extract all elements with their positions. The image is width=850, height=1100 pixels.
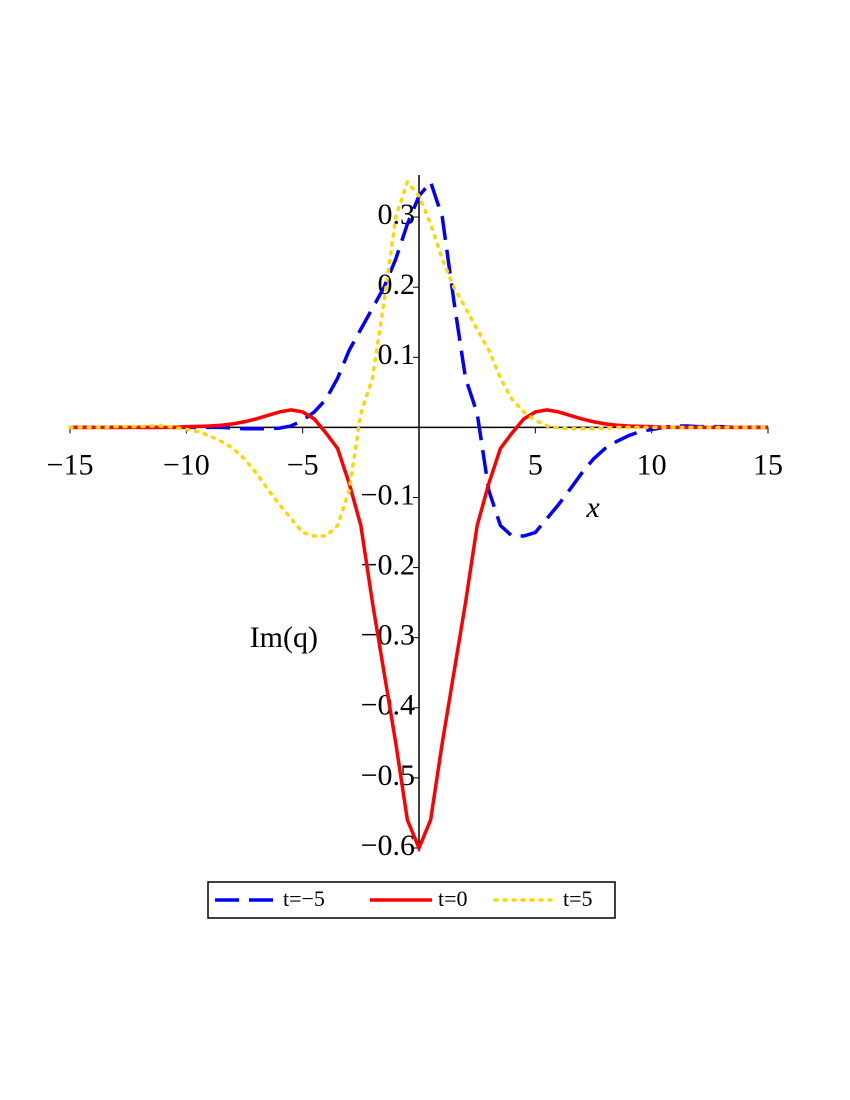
y-tick-label: 0.1 xyxy=(378,338,416,371)
x-tick-label: 10 xyxy=(637,448,667,481)
x-tick-label: 15 xyxy=(753,448,783,481)
series-line xyxy=(68,178,770,538)
x-tick-label: −5 xyxy=(287,448,319,481)
y-axis-label: Im(q) xyxy=(250,621,318,654)
y-tick-label: −0.1 xyxy=(361,478,415,511)
legend: t=−5 t=0 t=5 xyxy=(207,881,616,919)
legend-label: t=−5 xyxy=(283,886,325,911)
y-tick-label: −0.3 xyxy=(361,619,415,652)
series-line xyxy=(70,408,768,853)
legend-label: t=5 xyxy=(563,886,593,911)
y-tick-label: −0.5 xyxy=(361,759,415,792)
x-tick-label: 5 xyxy=(528,448,543,481)
x-tick-label: −10 xyxy=(163,448,210,481)
y-tick-label: −0.6 xyxy=(361,829,415,862)
x-tick-label: −15 xyxy=(47,448,94,481)
x-axis-label: x xyxy=(585,491,600,524)
legend-label: t=0 xyxy=(438,886,468,911)
